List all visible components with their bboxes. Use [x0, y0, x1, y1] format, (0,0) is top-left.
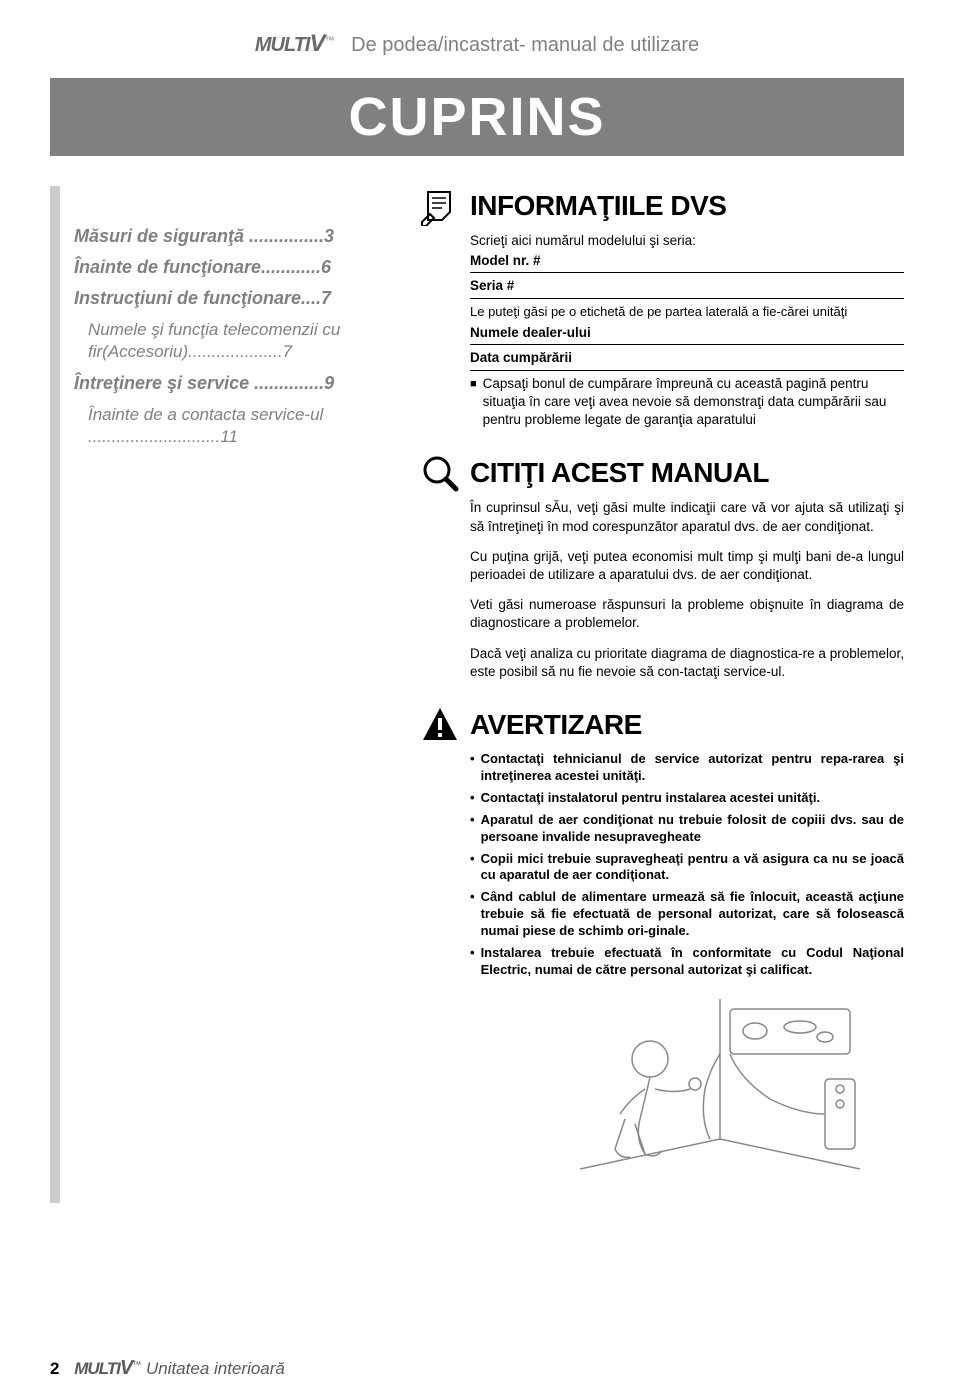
model-label: Model nr. # — [470, 252, 904, 270]
warning-text: Când cablul de alimentare urmează să fie… — [481, 889, 904, 940]
warning-icon — [420, 705, 460, 745]
read-body: În cuprinsul sĂu, veţi găsi multe indica… — [470, 499, 904, 681]
warning-item: •Copii mici trebuie supravegheaţi pentru… — [470, 851, 904, 885]
toc-subitem: Înainte de a contacta service-ul .......… — [88, 404, 400, 448]
page-number: 2 — [50, 1359, 59, 1378]
footer-tm: ™ — [132, 1359, 141, 1369]
warning-text: Contactaţi instalatorul pentru instalare… — [481, 790, 821, 807]
divider — [470, 298, 904, 299]
info-section: INFORMAŢIILE DVS Scrieţi aici numărul mo… — [420, 186, 904, 429]
warning-body: •Contactaţi tehnicianul de service autor… — [470, 751, 904, 979]
staple-text: Capsaţi bonul de cumpărare împreună cu a… — [483, 375, 904, 430]
warning-item: •Când cablul de alimentare urmează să fi… — [470, 889, 904, 940]
read-paragraph: Veti găsi numeroase răspunsuri la proble… — [470, 596, 904, 632]
toc-item: Întreţinere şi service ..............9 — [74, 373, 400, 394]
toc-item: Instrucţiuni de funcţionare....7 — [74, 288, 400, 309]
warning-list: •Contactaţi tehnicianul de service autor… — [470, 751, 904, 979]
warning-item: •Instalarea trebuie efectuată în conform… — [470, 945, 904, 979]
toc-column: Măsuri de siguranţă ...............3 Îna… — [50, 186, 400, 1203]
warning-section: AVERTIZARE •Contactaţi tehnicianul de se… — [420, 705, 904, 1179]
toc-item: Înainte de funcţionare............6 — [74, 257, 400, 278]
info-body: Scrieţi aici numărul modelului şi seria:… — [470, 232, 904, 429]
section-header: AVERTIZARE — [420, 705, 904, 745]
date-label: Data cumpărării — [470, 349, 904, 367]
info-title: INFORMAŢIILE DVS — [470, 190, 726, 222]
footer-text: Unitatea interioară — [146, 1359, 285, 1378]
page: MULTIV™ De podea/incastrat- manual de ut… — [0, 0, 954, 1400]
document-header: MULTIV™ De podea/incastrat- manual de ut… — [50, 30, 904, 58]
warning-item: •Contactaţi tehnicianul de service autor… — [470, 751, 904, 785]
toc-subitem: Numele şi funcţia telecomenzii cu fir(Ac… — [88, 319, 400, 363]
divider — [470, 344, 904, 345]
warning-item: •Aparatul de aer condiţionat nu trebuie … — [470, 812, 904, 846]
main-title: CUPRINS — [50, 78, 904, 156]
header-subtitle: De podea/incastrat- manual de utilizare — [351, 34, 699, 56]
installation-illustration — [470, 989, 904, 1179]
warning-text: Contactaţi tehnicianul de service autori… — [481, 751, 904, 785]
brand-v: V — [309, 30, 324, 57]
warning-item: •Contactaţi instalatorul pentru instalar… — [470, 790, 904, 807]
read-paragraph: Cu puţina grijă, veţi putea economisi mu… — [470, 548, 904, 584]
toc-item: Măsuri de siguranţă ...............3 — [74, 226, 400, 247]
warning-text: Aparatul de aer condiţionat nu trebuie f… — [481, 812, 904, 846]
warning-text: Instalarea trebuie efectuată în conformi… — [481, 945, 904, 979]
brand-name: MULTI — [255, 34, 310, 56]
square-bullet-icon: ■ — [470, 377, 477, 430]
notepad-icon — [420, 186, 460, 226]
divider — [470, 272, 904, 273]
read-title: CITIŢI ACEST MANUAL — [470, 457, 769, 489]
read-paragraph: În cuprinsul sĂu, veţi găsi multe indica… — [470, 499, 904, 535]
find-text: Le puteţi găsi pe o etichetă de pe parte… — [470, 303, 904, 321]
dealer-label: Numele dealer-ului — [470, 324, 904, 342]
content-columns: Măsuri de siguranţă ...............3 Îna… — [50, 186, 904, 1203]
warning-title: AVERTIZARE — [470, 709, 642, 741]
brand-tm: ™ — [324, 35, 334, 46]
warning-text: Copii mici trebuie supravegheaţi pentru … — [481, 851, 904, 885]
footer-brand-v: V — [120, 1357, 132, 1379]
magnifier-icon — [420, 453, 460, 493]
read-paragraph: Dacă veţi analiza cu prioritate diagrama… — [470, 645, 904, 681]
content-column: INFORMAŢIILE DVS Scrieţi aici numărul mo… — [420, 186, 904, 1203]
read-section: CITIŢI ACEST MANUAL În cuprinsul sĂu, ve… — [420, 453, 904, 681]
serial-label: Seria # — [470, 277, 904, 295]
footer-brand: MULTI — [74, 1359, 120, 1378]
section-header: INFORMAŢIILE DVS — [420, 186, 904, 226]
staple-note: ■ Capsaţi bonul de cumpărare împreună cu… — [470, 375, 904, 430]
section-header: CITIŢI ACEST MANUAL — [420, 453, 904, 493]
page-footer: 2 MULTIV™ Unitatea interioară — [50, 1357, 285, 1380]
divider — [470, 370, 904, 371]
info-intro: Scrieţi aici numărul modelului şi seria: — [470, 232, 904, 250]
